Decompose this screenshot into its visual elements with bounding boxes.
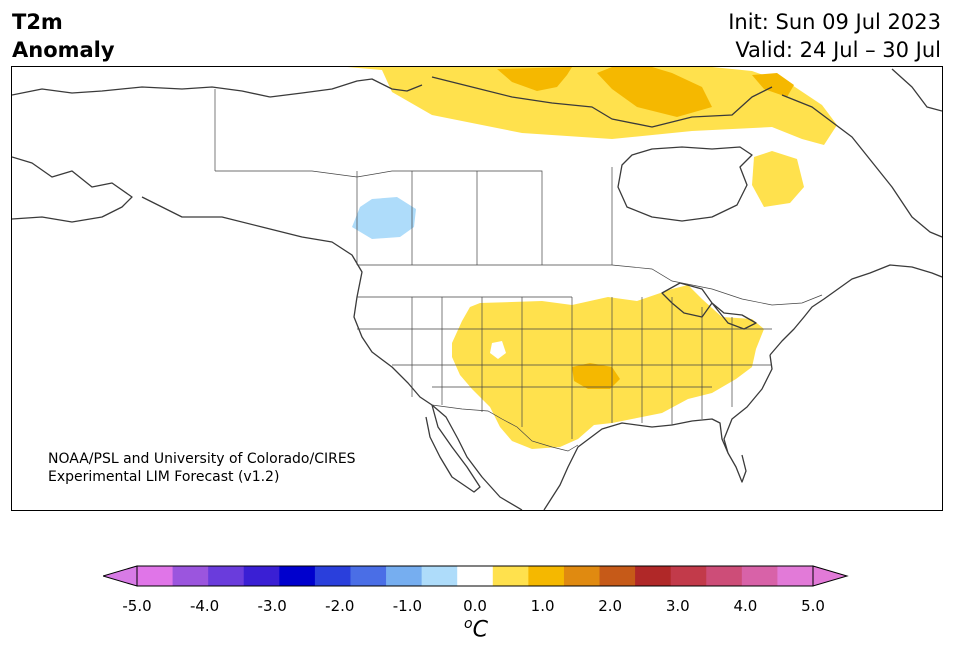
anomaly-label: Anomaly: [12, 38, 115, 62]
colorbar-cell: [563, 566, 601, 586]
arctic-coast-canada: [269, 78, 423, 98]
colorbar-under-arrow: [103, 565, 138, 587]
colorbar-outline: [136, 565, 814, 587]
map-title: T2m Anomaly: [12, 8, 115, 64]
colorbar-cell: [528, 566, 565, 586]
colorbar-cell: [350, 566, 387, 586]
colorbar-cells: [137, 566, 814, 586]
warm-anomaly-arctic-core-2: [597, 67, 712, 117]
colorbar-tick-label: -2.0: [325, 597, 355, 615]
canada-provinces: [215, 167, 613, 265]
greenland-edge: [891, 68, 942, 112]
warm-anomaly-arctic-core-3: [752, 73, 794, 97]
alaska-west-coast: [12, 156, 133, 223]
gulf-coast: [543, 354, 773, 510]
cool-anomaly-alberta: [352, 197, 416, 239]
map-panel: [11, 66, 943, 511]
colorbar-tick-label: 4.0: [733, 597, 758, 615]
forecast-dates: Init: Sun 09 Jul 2023 Valid: 24 Jul – 30…: [728, 8, 941, 64]
colorbar-over-arrow: [812, 565, 849, 587]
pacific-coast: [141, 196, 523, 510]
arctic-islands: [431, 76, 773, 128]
warm-anomaly-quebec: [752, 151, 804, 207]
colorbar-tick-label: -4.0: [189, 597, 220, 615]
colorbar-tick-label: 3.0: [665, 597, 690, 615]
colorbar-cell: [137, 566, 174, 586]
alaska-north-coast: [12, 86, 271, 98]
colorbar-tick-label: 5.0: [801, 597, 825, 615]
colorbar-cell: [421, 566, 458, 586]
colorbar-tick-label: 2.0: [598, 597, 623, 615]
colorbar-cell: [172, 566, 209, 586]
unit-letter: C: [472, 617, 488, 643]
coastlines: [12, 68, 942, 510]
colorbar: [103, 565, 849, 587]
colorbar-cell: [279, 566, 316, 586]
colorbar-cell: [599, 566, 636, 586]
credit-line-1: NOAA/PSL and University of Colorado/CIRE…: [48, 451, 356, 467]
anomaly-shading: [347, 67, 837, 449]
neutral-hole-montana: [490, 341, 506, 359]
hudson-bay: [617, 146, 753, 222]
colorbar-cell: [670, 566, 707, 586]
warm-anomaly-conus-core: [572, 363, 620, 389]
colorbar-cell: [492, 566, 529, 586]
anomaly-map: [12, 67, 942, 510]
colorbar-cell: [706, 566, 743, 586]
colorbar-tick-label: -3.0: [257, 597, 287, 615]
colorbar-cell: [386, 566, 423, 586]
colorbar-tick-label: -1.0: [392, 597, 423, 615]
great-lakes: [661, 282, 757, 330]
us-mexico-border: [431, 404, 579, 452]
colorbar-cell: [243, 566, 280, 586]
colorbar-tick-label: 1.0: [530, 597, 555, 615]
credit-line-2: Experimental LIM Forecast (v1.2): [48, 469, 280, 485]
colorbar-tick-label: -5.0: [122, 597, 152, 615]
colorbar-cell: [777, 566, 814, 586]
valid-range: Valid: 24 Jul – 30 Jul: [735, 38, 941, 62]
us-state-grid: [357, 296, 772, 439]
colorbar-cell: [457, 566, 494, 586]
baja-peninsula: [425, 404, 481, 493]
atlantic-coast: [769, 264, 942, 356]
colorbar-cell: [208, 566, 245, 586]
init-date: Init: Sun 09 Jul 2023: [728, 10, 941, 34]
colorbar-tick-label: 0.0: [463, 597, 487, 615]
labrador-coast: [781, 94, 942, 238]
political-borders: [214, 89, 823, 452]
colorbar-cell: [635, 566, 672, 586]
florida: [727, 452, 747, 483]
warm-anomaly-arctic-core: [497, 67, 572, 91]
unit-label: oC: [446, 616, 506, 642]
us-canada-border: [357, 264, 823, 306]
degree-symbol: o: [464, 616, 473, 632]
colorbar-cell: [741, 566, 778, 586]
variable-label: T2m: [12, 10, 63, 34]
map-credit: NOAA/PSL and University of Colorado/CIRE…: [48, 450, 356, 486]
colorbar-cell: [314, 566, 351, 586]
